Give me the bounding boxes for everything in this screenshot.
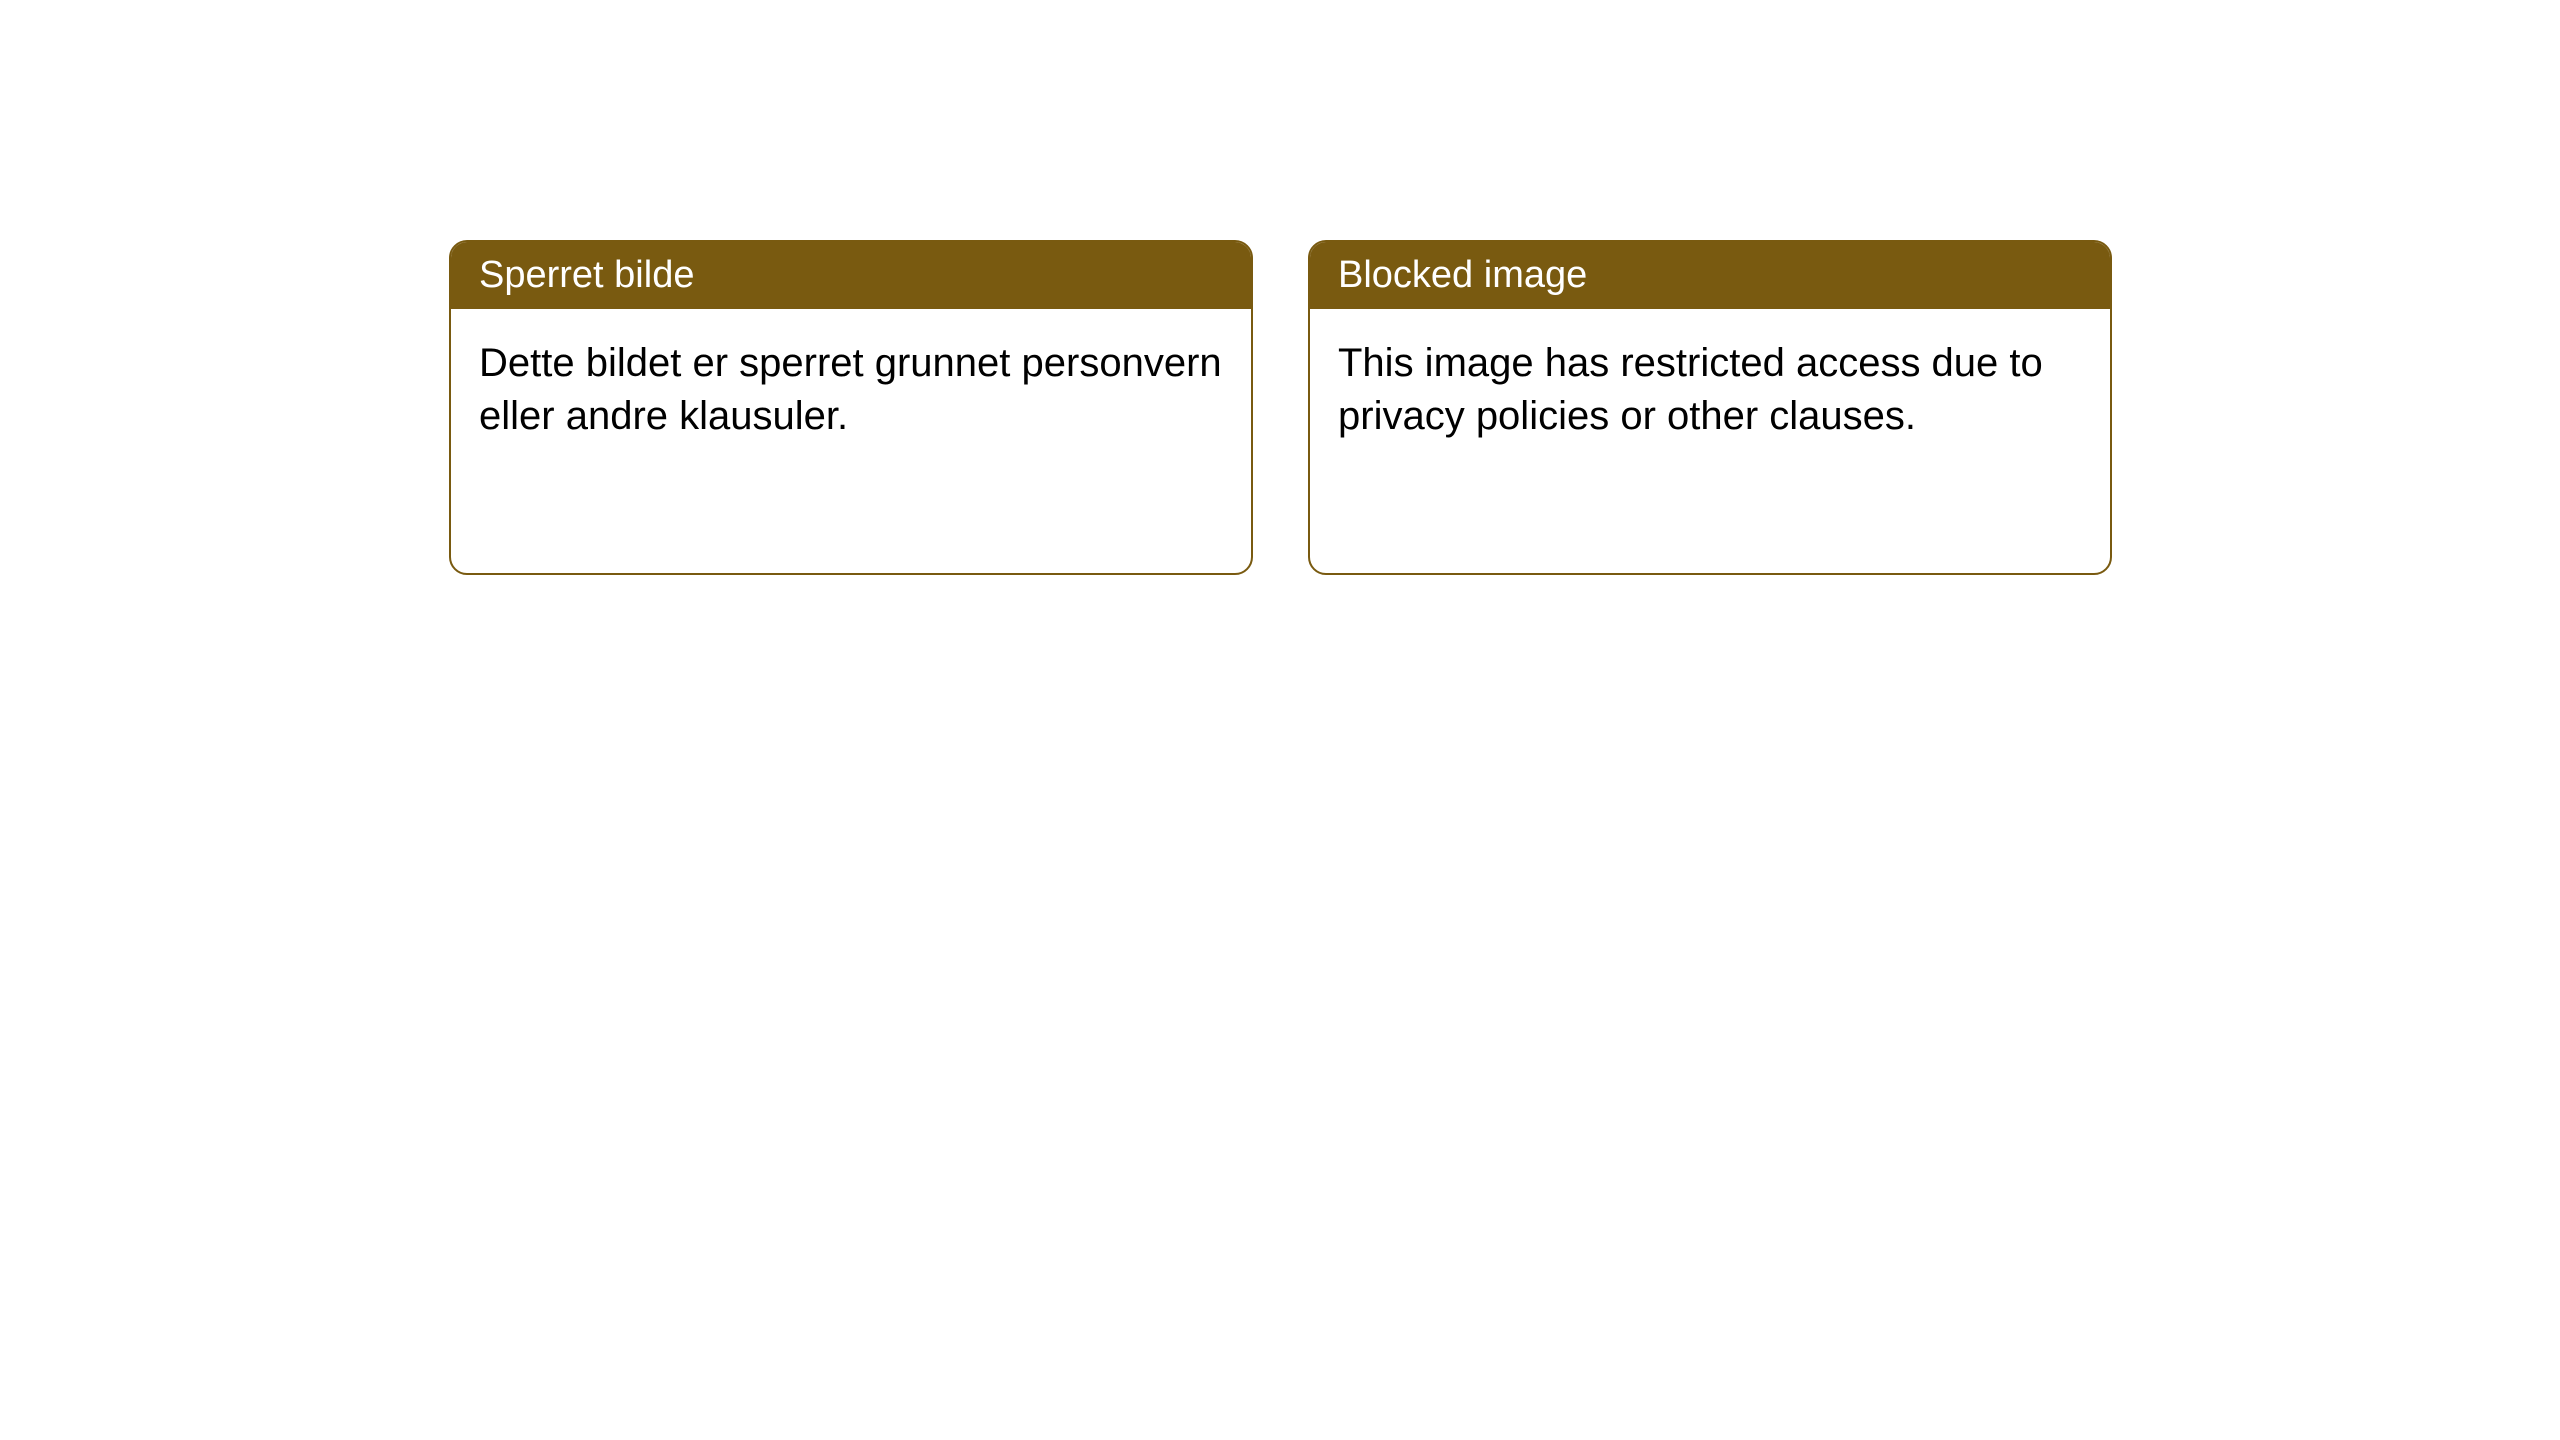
card-title-en: Blocked image	[1338, 254, 1587, 296]
card-body-en: This image has restricted access due to …	[1310, 309, 2110, 471]
blocked-image-card-en: Blocked image This image has restricted …	[1308, 240, 2112, 575]
card-text-en: This image has restricted access due to …	[1338, 341, 2043, 438]
card-title-no: Sperret bilde	[479, 254, 694, 296]
blocked-image-card-no: Sperret bilde Dette bildet er sperret gr…	[449, 240, 1253, 575]
card-body-no: Dette bildet er sperret grunnet personve…	[451, 309, 1251, 471]
blocked-image-cards: Sperret bilde Dette bildet er sperret gr…	[449, 240, 2112, 575]
card-header-no: Sperret bilde	[451, 242, 1251, 309]
card-header-en: Blocked image	[1310, 242, 2110, 309]
card-text-no: Dette bildet er sperret grunnet personve…	[479, 341, 1222, 438]
